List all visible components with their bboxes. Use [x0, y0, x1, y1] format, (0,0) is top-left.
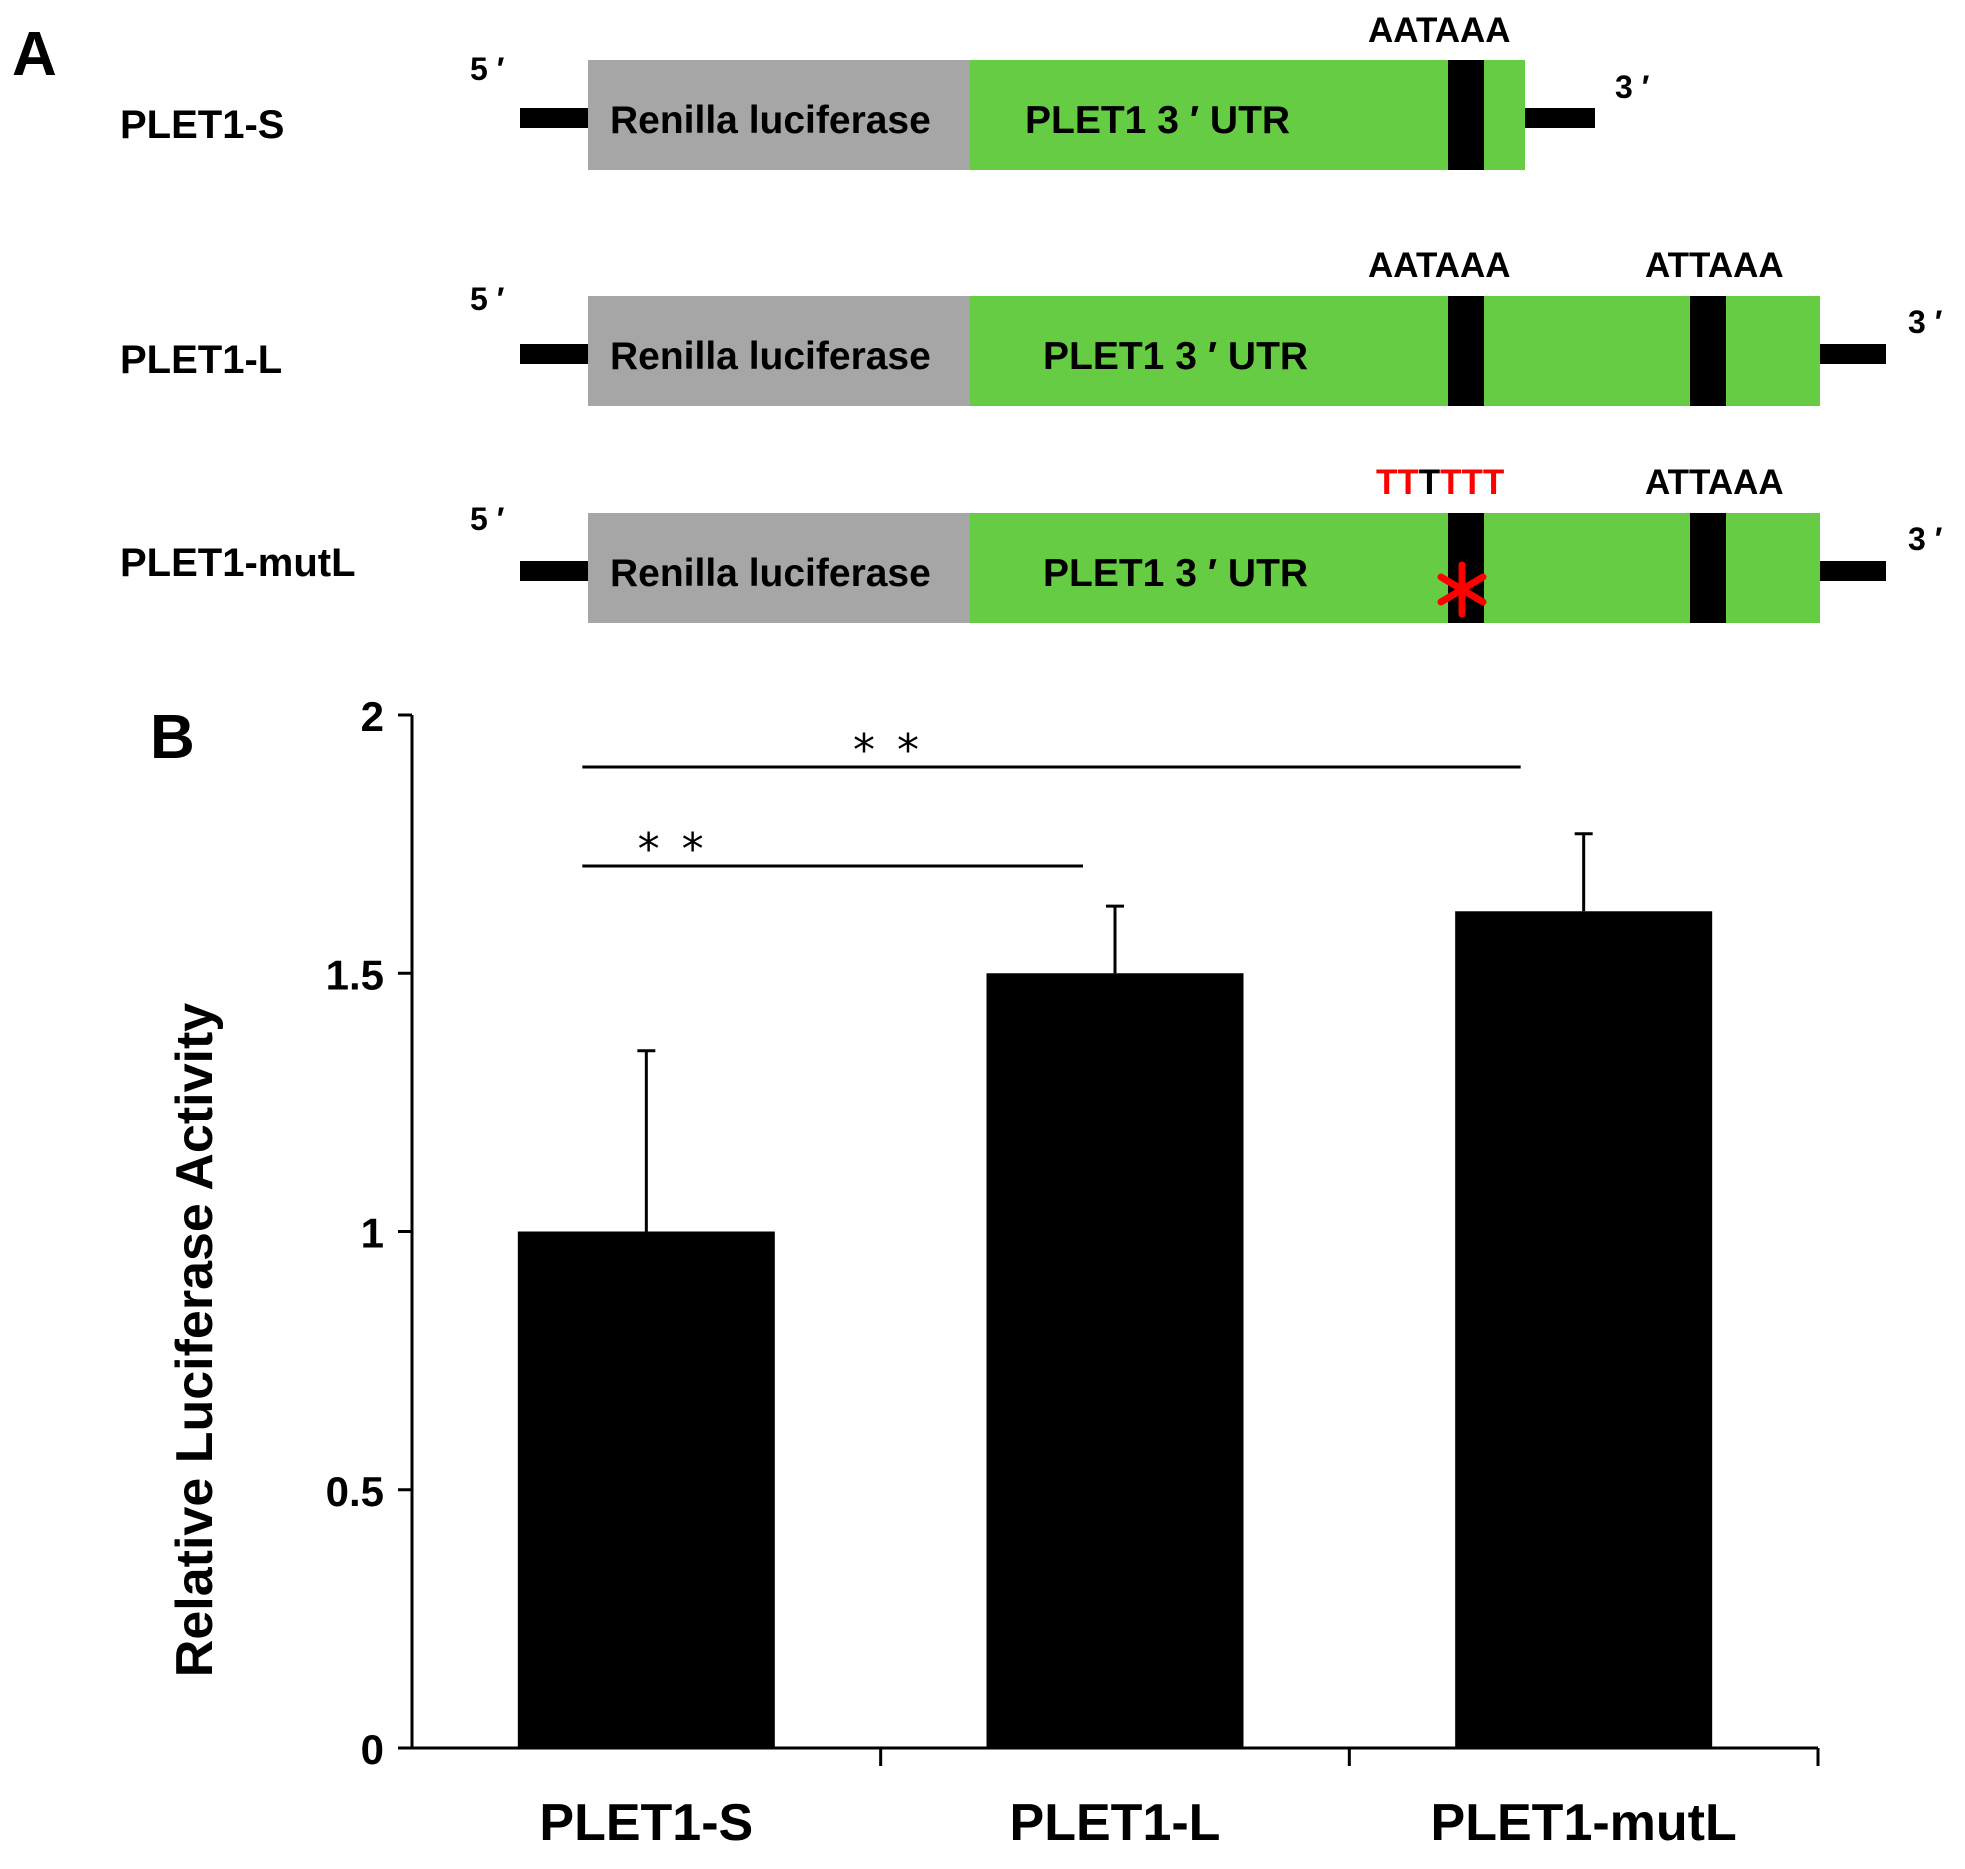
luciferase-region	[588, 60, 970, 170]
polya-signal-label-distal: ATTAAA	[1645, 246, 1784, 285]
polya-signal-label-distal: ATTAAA	[1645, 463, 1784, 502]
y-tick-label: 0.5	[326, 1468, 384, 1515]
polya-signal-box-distal	[1690, 513, 1726, 623]
mutant-bases: TTT	[1440, 463, 1504, 502]
polya-signal-box-proximal	[1448, 296, 1484, 406]
significance-label: * *	[853, 725, 923, 776]
left-flank	[520, 344, 588, 364]
left-flank	[520, 108, 588, 128]
bar	[1455, 911, 1713, 1748]
y-tick-label: 1.5	[326, 951, 384, 998]
left-flank	[520, 561, 588, 581]
y-tick-label: 0	[361, 1726, 384, 1773]
right-flank	[1820, 344, 1886, 364]
mutated-signal-box	[1448, 513, 1484, 623]
x-tick-label: PLET1-mutL	[1431, 1794, 1737, 1852]
utr-label: PLET1 3 ′ UTR	[1043, 335, 1308, 378]
right-flank	[1820, 561, 1886, 581]
mutation-asterisk-icon	[1437, 561, 1487, 618]
five-prime-end: 5 ′	[470, 51, 505, 87]
polya-signal-box	[1448, 60, 1484, 170]
panel-b-label: B	[150, 703, 195, 772]
three-prime-end: 3 ′	[1615, 69, 1650, 105]
x-tick-label: PLET1-L	[1010, 1794, 1221, 1852]
utr-region	[970, 296, 1820, 406]
utr-region	[970, 60, 1525, 170]
luciferase-label: Renilla luciferase	[610, 552, 931, 595]
polya-signal-label: AATAAA	[1368, 11, 1511, 50]
construct-plet1-l: PLET1-L 5 ′ Renilla luciferase PLET1 3 ′…	[120, 246, 1943, 406]
bar-chart: 0 0.5 1 1.5 2 PLET1-S PLET1-L PLET1-mutL * * * *	[326, 693, 1820, 1852]
bar	[986, 973, 1244, 1748]
utr-label: PLET1 3 ′ UTR	[1025, 99, 1290, 142]
mutated-signal-label: TTTTTT	[1376, 463, 1504, 502]
right-flank	[1525, 108, 1595, 128]
construct-name: PLET1-mutL	[120, 541, 356, 585]
three-prime-end: 3 ′	[1908, 304, 1943, 340]
utr-label: PLET1 3 ′ UTR	[1043, 552, 1308, 595]
y-tick-label: 2	[361, 693, 384, 740]
construct-name: PLET1-L	[120, 338, 282, 382]
mutant-bases: TT	[1376, 463, 1419, 502]
y-axis-label: Relative Luciferase Activity	[166, 1003, 224, 1677]
construct-plet1-s: PLET1-S 5 ′ Renilla luciferase PLET1 3 ′…	[120, 11, 1650, 170]
utr-region	[970, 513, 1820, 623]
three-prime-end: 3 ′	[1908, 521, 1943, 557]
bar	[517, 1231, 775, 1748]
panel-b: B Relative Luciferase Activity 0 0.5 1 1.5 2…	[150, 693, 1820, 1852]
luciferase-label: Renilla luciferase	[610, 99, 931, 142]
y-tick-label: 1	[361, 1210, 384, 1257]
luciferase-region	[588, 296, 970, 406]
retained-base: T	[1419, 463, 1440, 502]
luciferase-label: Renilla luciferase	[610, 335, 931, 378]
polya-signal-label-proximal: AATAAA	[1368, 246, 1511, 285]
five-prime-end: 5 ′	[470, 501, 505, 537]
panel-a: A PLET1-S 5 ′ Renilla luciferase PLET1 3…	[12, 11, 1943, 623]
x-tick-label: PLET1-S	[539, 1794, 753, 1852]
five-prime-end: 5 ′	[470, 281, 505, 317]
significance-label: * *	[638, 824, 708, 875]
construct-name: PLET1-S	[120, 103, 284, 147]
construct-plet1-mutl: PLET1-mutL 5 ′ Renilla luciferase PLET1 …	[120, 463, 1943, 623]
luciferase-region	[588, 513, 970, 623]
panel-a-label: A	[12, 20, 57, 89]
polya-signal-box-distal	[1690, 296, 1726, 406]
